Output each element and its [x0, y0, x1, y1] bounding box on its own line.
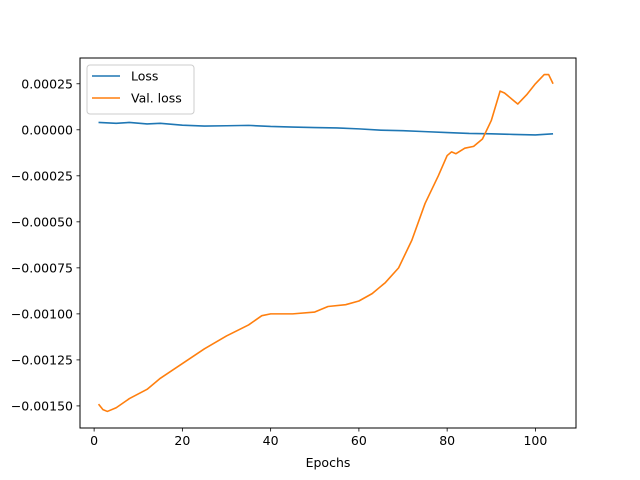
y-tick-label: 0.00000 [21, 122, 73, 137]
x-axis-ticks: 0 20 40 60 80 100 [90, 428, 547, 448]
y-tick-label: 0.00025 [21, 76, 73, 91]
x-tick-label: 0 [90, 433, 98, 448]
plot-frame [79, 57, 577, 429]
x-tick-label: 20 [174, 433, 190, 448]
x-tick-label: 80 [439, 433, 455, 448]
y-axis-ticks: 0.00025 0.00000 −0.00025 −0.00050 −0.00075 −0… [11, 76, 80, 413]
y-tick-label: −0.00050 [11, 214, 73, 229]
series-line-val-loss [97, 73, 554, 413]
legend-label-val-loss: Val. loss [131, 91, 182, 106]
y-tick-label: −0.00125 [11, 352, 73, 367]
series-line-loss [98, 121, 554, 136]
y-tick-label: −0.00150 [11, 398, 73, 413]
x-axis-label: Epochs [306, 455, 351, 470]
series-lines [97, 73, 554, 413]
x-tick-label: 60 [351, 433, 367, 448]
y-tick-label: −0.00075 [11, 260, 73, 275]
legend-box [86, 64, 195, 115]
legend: Loss Val. loss [86, 64, 195, 115]
x-tick-label: 40 [263, 433, 279, 448]
y-tick-label: −0.00025 [11, 168, 73, 183]
y-tick-label: −0.00100 [11, 306, 73, 321]
legend-label-loss: Loss [131, 69, 158, 84]
x-tick-label: 100 [523, 433, 547, 448]
